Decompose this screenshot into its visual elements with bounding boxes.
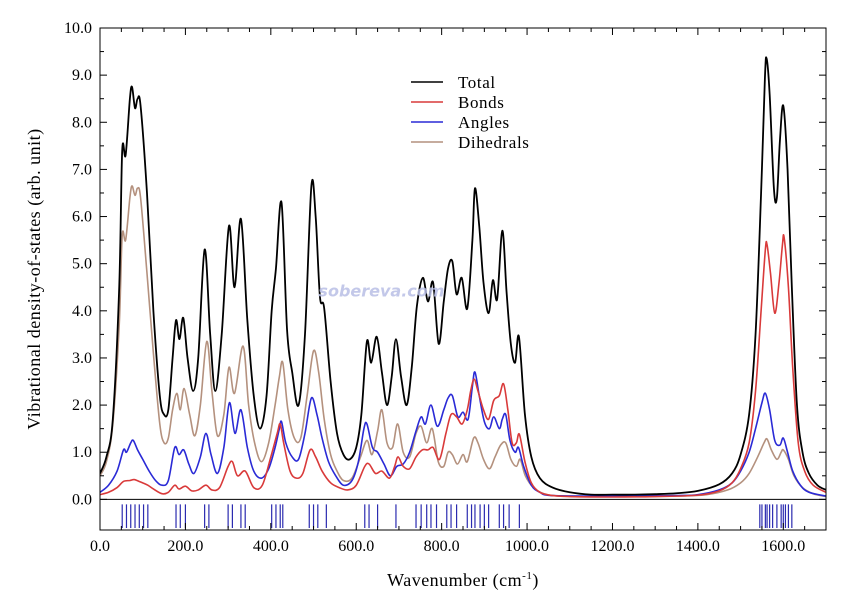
legend-label-total: Total bbox=[458, 73, 496, 92]
watermark: sobereva.com bbox=[318, 282, 444, 301]
series-line-bonds bbox=[100, 234, 826, 498]
y-tick-label: 3.0 bbox=[72, 350, 92, 367]
y-tick-label: 0.0 bbox=[72, 491, 92, 508]
x-tick-label: 200.0 bbox=[167, 538, 203, 555]
y-axis-ticks: 0.0 1.0 2.0 3.0 4.0 5.0 6.0 7.0 8.0 9.0 10.0 bbox=[64, 20, 826, 508]
x-tick-label: 1000.0 bbox=[505, 538, 549, 555]
y-tick-label: 6.0 bbox=[72, 209, 92, 226]
legend-label-bonds: Bonds bbox=[458, 93, 504, 112]
y-tick-label: 7.0 bbox=[72, 161, 92, 178]
y-tick-label: 9.0 bbox=[72, 67, 92, 84]
series-line-dihedrals bbox=[100, 185, 826, 498]
y-tick-label: 10.0 bbox=[64, 20, 92, 37]
x-tick-label: 1600.0 bbox=[761, 538, 805, 555]
legend-label-angles: Angles bbox=[458, 113, 510, 132]
legend-label-dihedrals: Dihedrals bbox=[458, 133, 530, 152]
x-axis-title: Wavenumber (cm-1) bbox=[387, 570, 539, 591]
y-tick-label: 4.0 bbox=[72, 303, 92, 320]
series-line-total bbox=[100, 56, 826, 496]
series-line-angles bbox=[100, 371, 826, 497]
y-tick-label: 1.0 bbox=[72, 444, 92, 461]
x-tick-label: 400.0 bbox=[253, 538, 289, 555]
y-axis-title: Vibrational density-of-states (arb. unit… bbox=[24, 128, 45, 429]
y-tick-label: 2.0 bbox=[72, 397, 92, 414]
x-tick-label: 0.0 bbox=[90, 538, 110, 555]
x-tick-label: 1400.0 bbox=[676, 538, 720, 555]
y-tick-label: 5.0 bbox=[72, 256, 92, 273]
x-tick-label: 800.0 bbox=[424, 538, 460, 555]
stick-spectrum bbox=[121, 504, 793, 528]
x-axis-ticks: 0.0 200.0 400.0 600.0 800.0 1000.0 1200.0 1400.… bbox=[90, 28, 827, 555]
spectrum-curves bbox=[100, 56, 826, 498]
x-tick-label: 600.0 bbox=[338, 538, 374, 555]
x-tick-label: 1200.0 bbox=[590, 538, 634, 555]
y-tick-label: 8.0 bbox=[72, 114, 92, 131]
